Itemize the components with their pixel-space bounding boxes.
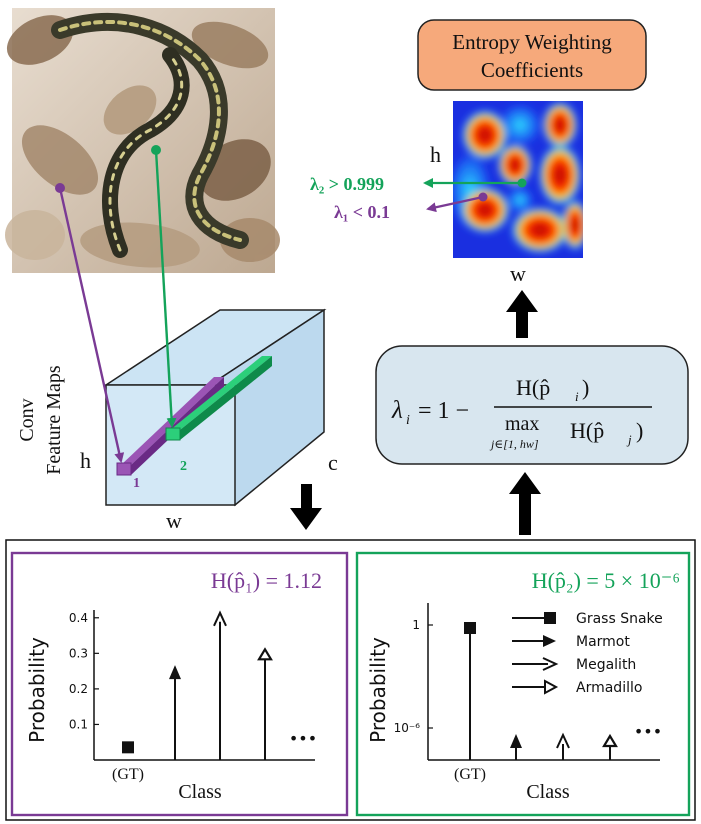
chart-2-legend: Grass Snake Marmot Megalith Armadillo [512,611,663,696]
chart-2-ytick: 10⁻⁶ [394,721,433,735]
lambda2-text: λ₂ > 0.999 [310,174,384,194]
formula-lhs-sub: i [406,413,410,428]
chart-2-legend-label: Megalith [576,657,636,673]
rotated-label-line1: Conv [16,398,38,441]
heatmap-h-label: h [430,142,441,167]
chart-1-ytick-label: 0.4 [69,611,88,625]
entropy-heatmap: h w [430,101,583,286]
marker-1: 1 [133,476,140,491]
chart-2-title: H(p̂₂) = 5 × 10⁻⁶ [532,568,680,593]
chart-2-legend-label: Marmot [576,634,630,650]
formula-denominator-h: H(p̂ [570,418,604,443]
photo-to-feature-arrows [55,145,177,463]
chart-2-legend-item: Grass Snake [512,611,663,627]
up-arrow-to-heatmap [506,290,538,338]
chart-2-bar-marmot [510,734,522,760]
chart-2-ytick-label: 1 [412,618,420,632]
chart-2-xlabel: Class [526,781,570,803]
chart-1-ytick: 0.1 [69,717,99,731]
chart-1-ytick-label: 0.3 [69,646,88,660]
chart-panel-2: H(p̂₂) = 5 × 10⁻⁶ Probability Class (GT)… [355,551,691,817]
chart-2-legend-item: Marmot [512,634,630,650]
chart-2-legend-label: Grass Snake [576,611,663,627]
cube-h-label: h [80,448,91,473]
chart-2-legend-item: Armadillo [512,679,642,696]
formula-eq: = 1 − [418,398,469,424]
chart-2-legend-label: Armadillo [576,680,642,696]
chart-1-ytick: 0.3 [69,646,99,660]
chart-1-ellipsis: ••• [289,729,317,748]
chart-2-ytick: 1 [412,618,433,632]
entropy-coefficients-box: Entropy Weighting Coefficients [417,19,647,91]
up-arrow-to-formula [509,472,541,535]
chart-1-bar-megalith [213,610,227,760]
chart-1-bar-marmot [169,665,181,760]
cube-w-label: w [166,508,182,533]
formula-denominator-max: max [505,413,539,435]
cube-c-label: c [328,450,338,475]
chart-1-title: H(p̂₁) = 1.12 [211,568,322,593]
formula-denominator-h-sub: j [626,432,632,447]
chart-1-ytick-label: 0.2 [69,682,88,696]
chart-1-ytick: 0.4 [69,611,99,625]
chart-panel-2-frame [355,551,691,817]
heatmap-w-label: w [510,261,526,286]
feature-map-cube: 1 2 h w c Conv Feature Maps [16,308,338,533]
chart-1-bar-armadillo [257,647,273,760]
chart-panel-1: H(p̂₁) = 1.12 Probability Class (GT) •••… [10,551,349,817]
chart-2-bar-megalith [556,732,570,760]
chart-1-ylabel: Probability [25,637,49,743]
charts-outer-frame [5,539,696,821]
entropy-box-line2: Coefficients [481,58,583,82]
formula-numerator-close: ) [582,375,589,400]
formula-numerator: H(p̂ [516,375,550,400]
chart-1-ytick: 0.2 [69,682,99,696]
lambda-annotations: λ₂ > 0.999 λ₁ < 0.1 [310,174,527,222]
chart-2-bar-grass-snake [464,622,476,760]
marker-2: 2 [180,459,187,474]
chart-2-bar-armadillo [602,733,618,760]
chart-2-gt-label: (GT) [454,766,486,783]
formula-denominator-sub: j∈[1, hw] [489,437,539,451]
down-arrow-to-charts [290,484,322,530]
chart-2-ytick-label: 10⁻⁶ [394,721,421,735]
lambda1-text: λ₁ < 0.1 [334,202,390,222]
chart-1-ytick-label: 0.1 [69,717,88,731]
entropy-box-line1: Entropy Weighting [452,30,612,54]
chart-2-ellipsis: ••• [634,722,662,741]
chart-1-bar-grass-snake [122,741,134,754]
formula-box: λ i = 1 − H(p̂ i ) max j∈[1, hw] H(p̂ j … [375,345,689,465]
chart-1-xlabel: Class [178,781,222,803]
flow-arrows [290,290,541,535]
snake-photo [5,8,280,273]
formula-numerator-sub: i [575,389,579,404]
rotated-label-line2: Feature Maps [43,365,65,475]
formula-denominator-close: ) [636,418,643,443]
chart-panel-1-frame [10,551,349,817]
chart-2-ylabel: Probability [366,637,390,743]
chart-2-legend-item: Megalith [512,657,636,673]
green-feature-column [165,356,272,441]
chart-1-gt-label: (GT) [112,766,144,783]
formula-lhs: λ [391,397,403,424]
